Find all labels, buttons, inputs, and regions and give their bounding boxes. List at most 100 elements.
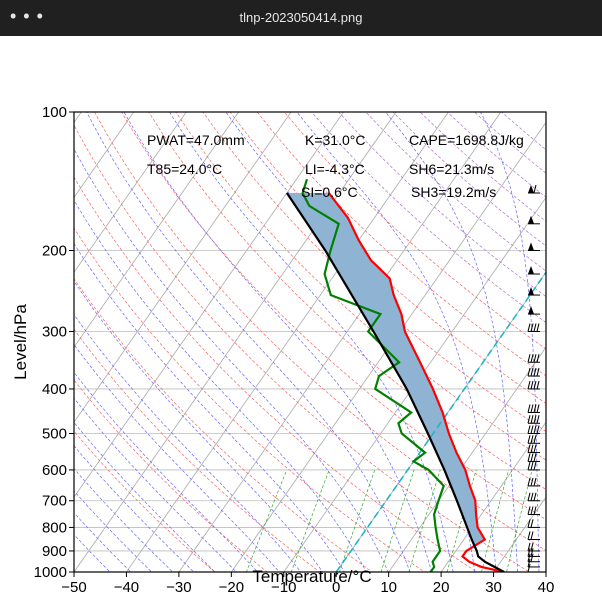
- dewpoint-profile: [301, 178, 445, 572]
- wind-barb: [527, 425, 540, 435]
- wind-barb: [527, 461, 540, 471]
- wind-barb-feather: [530, 548, 534, 557]
- wind-barb-feather: [536, 354, 540, 363]
- mixing-ratio-line: [246, 469, 288, 572]
- wind-barb-feather: [530, 380, 534, 390]
- wind-barb-feather: [533, 323, 537, 332]
- moist-adiabat: [74, 280, 324, 572]
- moist-adiabat: [74, 397, 237, 572]
- dry-adiabat: [148, 112, 546, 490]
- dry-adiabat: [74, 124, 531, 572]
- wind-barb-feather: [530, 323, 534, 332]
- moist-adiabat: [74, 490, 153, 572]
- wind-barb: [528, 287, 540, 296]
- wind-barb-feather: [533, 444, 537, 453]
- li-index: LI=-4.3°C: [305, 161, 365, 177]
- wind-barb-feather: [527, 444, 531, 453]
- mixing-ratio-line: [408, 469, 441, 572]
- wind-barb: [528, 242, 540, 251]
- wind-barb-feather: [527, 404, 531, 413]
- wind-barb-feather: [527, 531, 531, 540]
- wind-barb-feather: [533, 425, 537, 434]
- wind-barb: [527, 453, 540, 462]
- wind-barb-feather: [530, 531, 534, 540]
- t85-index: T85=24.0°C: [147, 161, 222, 177]
- wind-barb: [528, 266, 540, 275]
- wind-barb: [527, 506, 540, 516]
- wind-barb-feather: [533, 453, 537, 462]
- wind-barb-flag: [528, 242, 534, 251]
- wind-barb: [527, 444, 540, 454]
- wind-barb: [527, 492, 540, 502]
- wind-barb-feather: [530, 542, 534, 552]
- isotherm: [283, 196, 546, 572]
- x-tick-label: 30: [485, 579, 502, 596]
- dry-adiabat: [74, 379, 268, 572]
- mixing-ratio-line: [506, 469, 533, 572]
- wind-barb-feather: [533, 415, 537, 424]
- wind-barb: [527, 548, 540, 557]
- wind-barb-feather: [533, 404, 537, 413]
- moist-adiabat: [74, 534, 111, 572]
- wind-barb-feather: [530, 477, 534, 487]
- wind-barb-feather: [530, 425, 534, 434]
- wind-barb-feather: [527, 542, 531, 552]
- mixing-ratio-line: [380, 469, 415, 572]
- moist-adiabat: [74, 148, 389, 572]
- moist-adiabat: [123, 112, 432, 572]
- wind-barb-flag: [528, 266, 534, 275]
- moist-adiabat: [74, 243, 345, 572]
- wind-barb: [528, 306, 540, 315]
- x-tick-label: −50: [61, 579, 86, 596]
- wind-barb-feather: [527, 519, 531, 528]
- wind-barb: [528, 184, 540, 194]
- isotherm: [74, 112, 187, 274]
- wind-barb-feather: [530, 354, 534, 363]
- wind-barb: [527, 354, 540, 363]
- dry-adiabat: [311, 112, 546, 323]
- x-tick-label: 40: [538, 579, 555, 596]
- mixing-ratio-line: [290, 469, 330, 572]
- wind-barb-feather: [527, 354, 531, 363]
- wind-barb-flag: [528, 306, 534, 315]
- wind-barb-feather: [527, 563, 531, 573]
- isotherm: [440, 421, 546, 572]
- moist-adiabat: [385, 112, 518, 572]
- wind-barb-feather: [527, 477, 531, 487]
- wind-barb-feather: [527, 367, 531, 377]
- parcel-path: [285, 192, 505, 572]
- wind-barb-feather: [527, 453, 531, 462]
- wind-barb-feather: [530, 435, 534, 444]
- moist-adiabat: [74, 344, 280, 572]
- wind-barb-feather: [533, 506, 537, 515]
- wind-barb: [527, 563, 540, 573]
- wind-barb: [527, 542, 540, 552]
- wind-barb-feather: [527, 323, 531, 332]
- wind-barb-feather: [533, 184, 537, 194]
- moist-adiabat: [74, 512, 132, 572]
- x-axis-label: Temperature/°C: [252, 567, 371, 586]
- cape-index: CAPE=1698.8J/kg: [409, 132, 524, 148]
- wind-barb: [527, 519, 540, 528]
- isotherm: [74, 112, 135, 199]
- wind-barb-feather: [536, 367, 540, 377]
- wind-barb-feather: [533, 477, 537, 487]
- wind-barb-feather: [530, 519, 534, 528]
- wind-barb-feather: [527, 548, 531, 557]
- y-axis-label: Level/hPa: [11, 304, 30, 380]
- wind-barb: [527, 477, 540, 487]
- wind-barb-flag: [528, 185, 534, 194]
- wind-barb-feather: [530, 415, 534, 424]
- wind-barb-feather: [527, 506, 531, 515]
- moist-adiabat: [74, 422, 216, 572]
- wind-barb-flag: [528, 215, 534, 224]
- zero-isotherm-line: [335, 270, 546, 572]
- dry-adiabat: [175, 112, 546, 461]
- moist-adiabat: [74, 371, 259, 572]
- x-tick-label: −30: [166, 579, 191, 596]
- more-dots-icon[interactable]: • • •: [10, 6, 44, 26]
- skew-t-chart: −50 −40 −30 −20 −10 0 10 20 30 40 1000 900 800 700 600…: [11, 104, 555, 596]
- moist-adiabat: [74, 468, 174, 572]
- wind-barb-feather: [527, 380, 531, 390]
- isotherm: [74, 112, 397, 572]
